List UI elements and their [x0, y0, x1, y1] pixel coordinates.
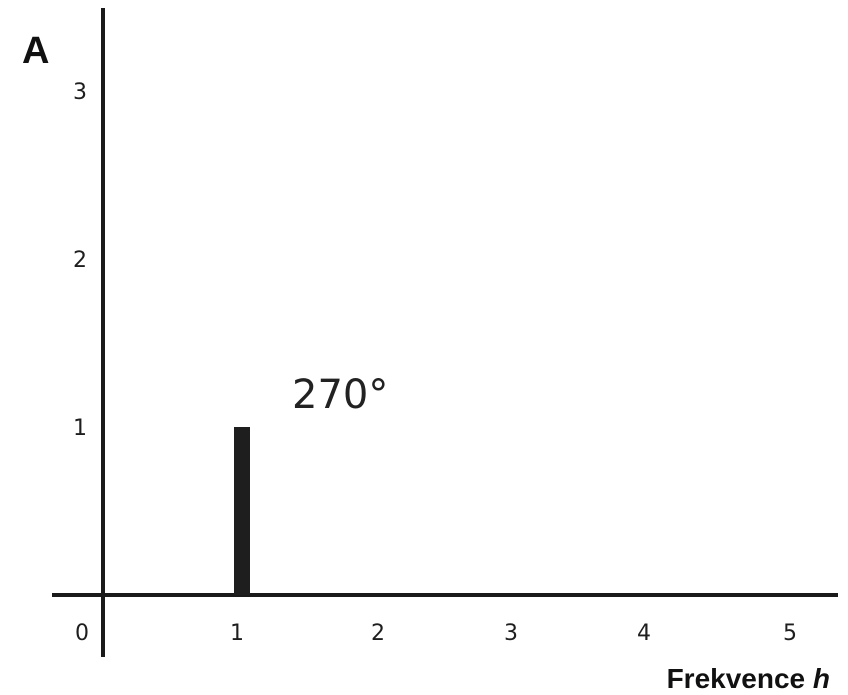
x-tick-label: 4: [637, 621, 651, 646]
x-axis-label: Frekvence h: [667, 663, 830, 694]
bars: [234, 427, 250, 595]
x-tick-label: 1: [230, 621, 244, 646]
phase-annotation: 270°: [292, 372, 388, 418]
y-tick-labels: 1 2 3: [73, 80, 87, 441]
x-tick-label: 5: [783, 621, 797, 646]
x-tick-label: 0: [75, 621, 89, 646]
x-tick-labels: 0 1 2 3 4 5: [75, 621, 797, 646]
y-tick-label: 1: [73, 416, 87, 441]
y-tick-label: 2: [73, 248, 87, 273]
y-tick-label: 3: [73, 80, 87, 105]
x-tick-label: 3: [504, 621, 518, 646]
y-axis-label: A: [22, 30, 49, 72]
x-tick-label: 2: [371, 621, 385, 646]
annotations: 270°: [292, 372, 388, 418]
axes: [52, 8, 838, 657]
bar: [234, 427, 250, 595]
